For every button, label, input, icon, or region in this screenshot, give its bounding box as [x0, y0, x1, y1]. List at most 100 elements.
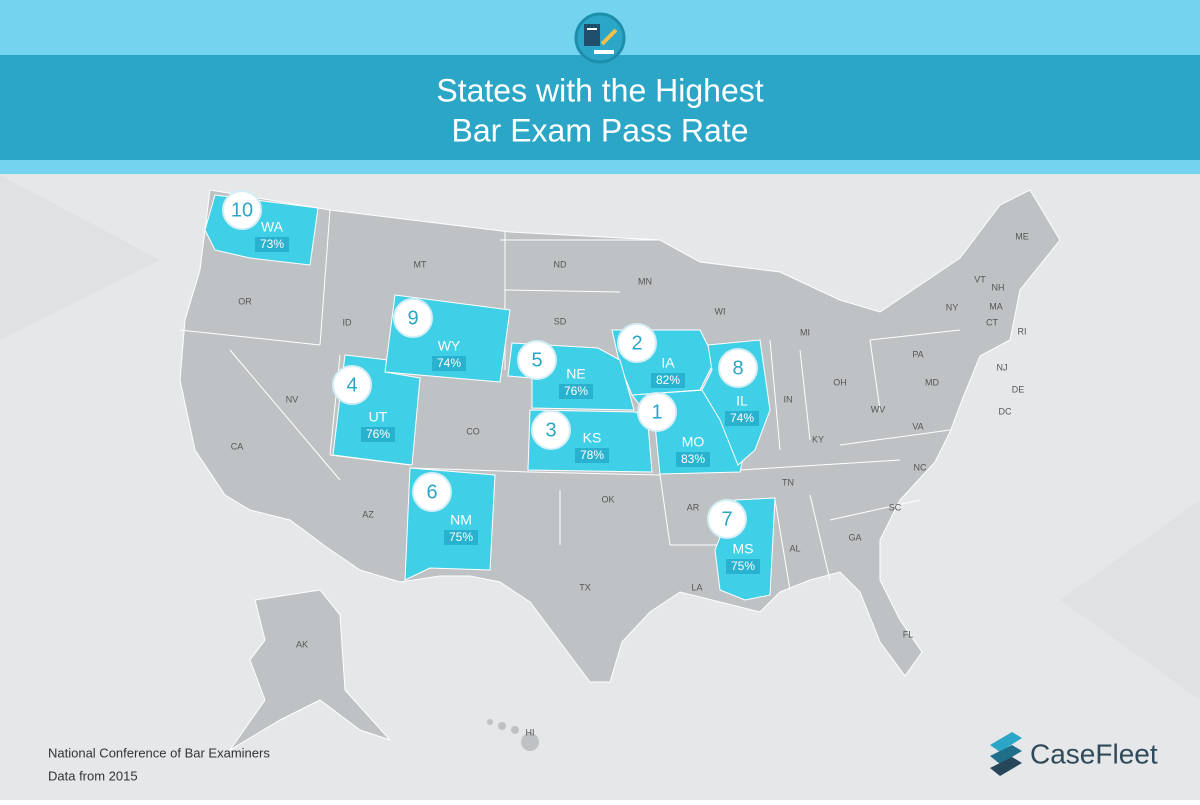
state-label: AK [296, 639, 308, 649]
state-label: NC [914, 462, 927, 472]
state-label: NH [992, 282, 1005, 292]
title-stripe [0, 160, 1200, 174]
state-label: SC [889, 502, 902, 512]
header-icon [574, 12, 626, 64]
state-label: OH [833, 377, 847, 387]
pass-rate: 74% [730, 411, 754, 425]
state-label: OK [601, 494, 614, 504]
rank-badge [637, 392, 677, 432]
state-abbr: KS [583, 430, 602, 446]
pass-rate: 74% [437, 356, 461, 370]
state-label: IN [784, 394, 793, 404]
hawaii [487, 719, 539, 751]
rank-number: 2 [631, 332, 642, 354]
state-label: TN [782, 477, 794, 487]
state-label: WV [871, 404, 886, 414]
rank-badge [222, 190, 262, 230]
pass-rate: 73% [260, 237, 284, 251]
state-label: VA [912, 421, 923, 431]
rank-number: 5 [531, 349, 542, 371]
rate-box [432, 356, 466, 371]
rank-number: 6 [426, 481, 437, 503]
state-label: HI [526, 727, 535, 737]
rate-box [575, 448, 609, 463]
state-label: LA [691, 582, 702, 592]
state-label: DC [999, 406, 1012, 416]
rank-badge [517, 340, 557, 380]
state-abbr: MS [733, 541, 754, 557]
state-label: DE [1012, 384, 1025, 394]
rank-number: 10 [231, 199, 253, 221]
logo-icon [990, 732, 1022, 776]
rank-number: 3 [545, 419, 556, 441]
rate-box [255, 237, 289, 252]
rate-box [726, 559, 760, 574]
state-label: GA [848, 532, 861, 542]
rate-box [725, 411, 759, 426]
rank-number: 8 [732, 357, 743, 379]
rank-number: 1 [651, 401, 662, 423]
rate-box [361, 427, 395, 442]
rank-number: 4 [346, 374, 357, 396]
state-label: PA [912, 349, 923, 359]
logo-text: CaseFleet [1030, 738, 1158, 769]
state-label: MD [925, 377, 939, 387]
state-label: TX [579, 582, 591, 592]
state-abbr: IL [736, 393, 748, 409]
state-label: RI [1018, 326, 1027, 336]
rank-number: 9 [407, 307, 418, 329]
title-line: Bar Exam Pass Rate [452, 112, 749, 148]
rank-badge [412, 472, 452, 512]
state-label: WI [715, 306, 726, 316]
state-label: NJ [997, 362, 1008, 372]
source-line: Data from 2015 [48, 768, 138, 783]
pass-rate: 75% [449, 530, 473, 544]
state-label: MI [800, 327, 810, 337]
state-abbr: NM [450, 512, 472, 528]
rate-box [651, 373, 685, 388]
state-abbr: UT [369, 409, 388, 425]
state-abbr: IA [661, 355, 675, 371]
rate-box [559, 384, 593, 399]
state-abbr: WA [261, 219, 284, 235]
state-label: CT [986, 317, 998, 327]
rank-badge [718, 348, 758, 388]
state-label: MT [414, 259, 427, 269]
bg-facet [1060, 500, 1200, 700]
state-label: AZ [362, 509, 374, 519]
state-label: SD [554, 316, 567, 326]
state-abbr: NE [566, 366, 585, 382]
alaska [229, 589, 392, 751]
state-label: VT [974, 274, 986, 284]
state-label: AR [687, 502, 700, 512]
source-line: National Conference of Bar Examiners [48, 745, 270, 760]
rank-badge [332, 365, 372, 405]
state-label: KY [812, 434, 824, 444]
pass-rate: 83% [681, 452, 705, 466]
state-label: OR [238, 296, 252, 306]
pass-rate: 78% [580, 448, 604, 462]
rank-badge [393, 298, 433, 338]
rate-box [676, 452, 710, 467]
states-layer: MT ND MN WI MI OR ID SD NV CA CO AZ OK TX AR LA TN AL GA SC… [204, 190, 1029, 737]
state-label: ID [343, 317, 353, 327]
pass-rate: 82% [656, 373, 680, 387]
bg-facet [0, 175, 160, 340]
pass-rate: 76% [366, 427, 390, 441]
state-abbr: MO [682, 434, 705, 450]
rank-badge [531, 410, 571, 450]
state-label: CO [466, 426, 480, 436]
rate-box [444, 530, 478, 545]
state-label: MA [989, 301, 1003, 311]
state-label: FL [903, 629, 914, 639]
pass-rate: 76% [564, 384, 588, 398]
state-label: ND [554, 259, 567, 269]
state-abbr: WY [438, 338, 461, 354]
state-label: MN [638, 276, 652, 286]
pass-rate: 75% [731, 559, 755, 573]
title-line: States with the Highest [436, 72, 763, 108]
state-label: AL [789, 543, 800, 553]
state-label: NV [286, 394, 299, 404]
rank-number: 7 [721, 508, 732, 530]
